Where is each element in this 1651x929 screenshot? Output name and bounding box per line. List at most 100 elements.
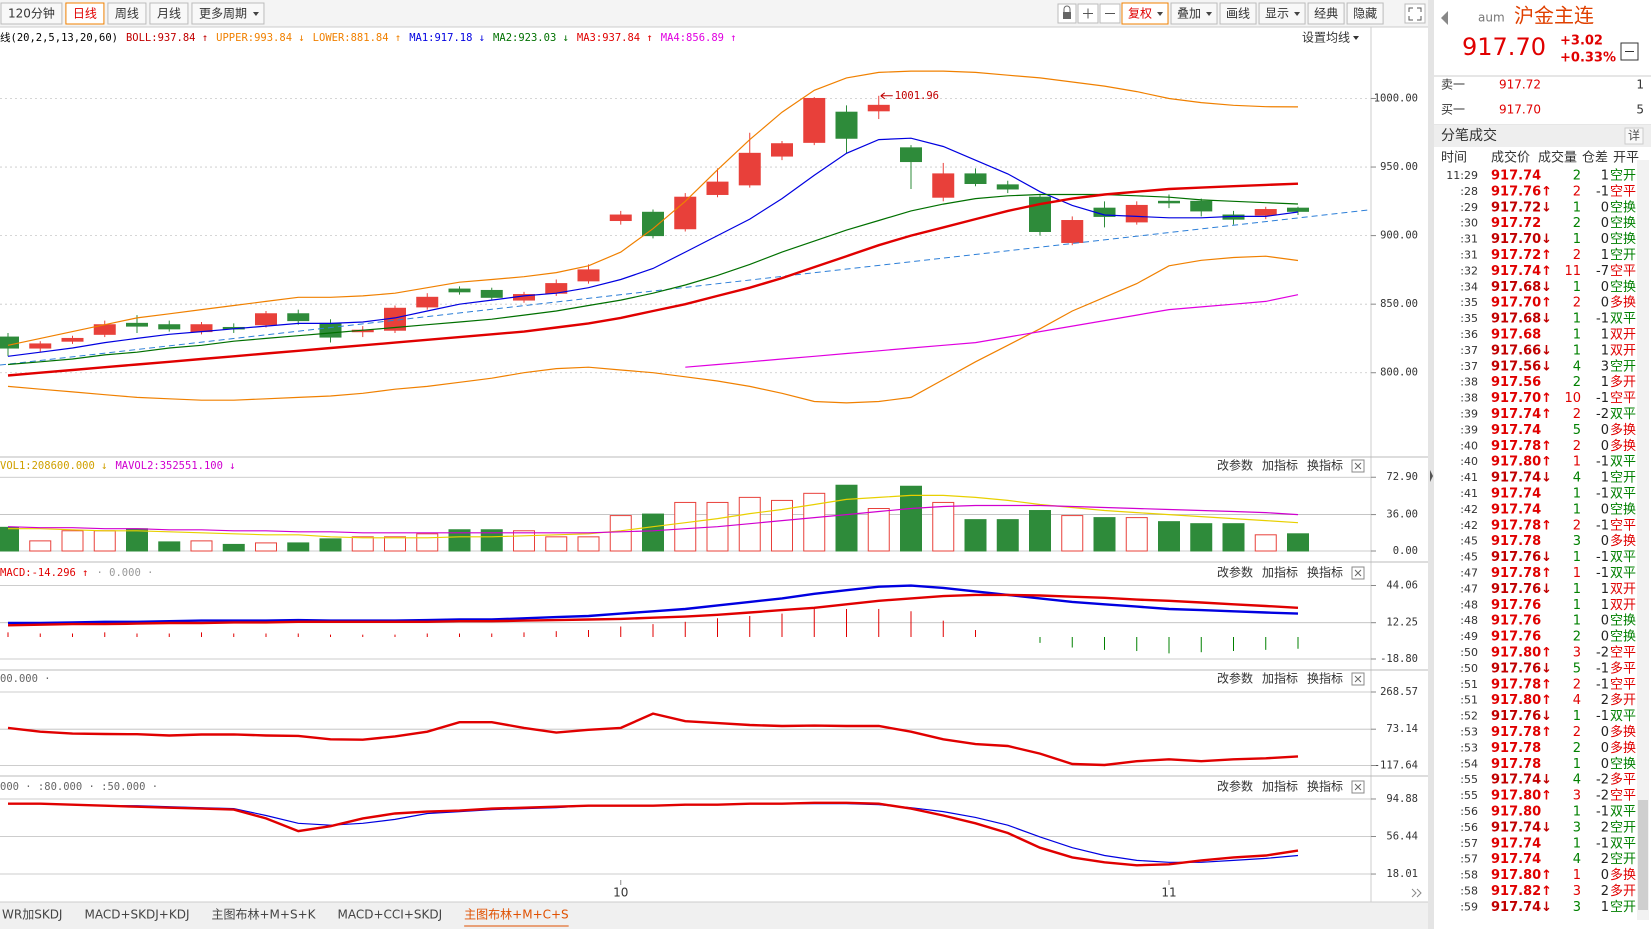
trade-price: 917.78↑ [1491,518,1552,533]
trade-oi: -1 [1596,836,1609,851]
trade-volume: 2 [1573,439,1581,454]
tool-button[interactable] [1307,2,1345,25]
layout-tab[interactable]: MACD+SKDJ+KDJ [84,908,189,922]
trade-type: 多换 [1610,533,1636,549]
trade-time: :29 [1460,201,1478,214]
layout-tab[interactable]: WR加SKDJ [2,908,62,922]
trade-oi: 0 [1601,439,1609,454]
trade-type: 空换 [1610,630,1636,645]
indicator-legend: 000 · :80.000 · :50.000 · [0,781,158,793]
trade-price: 917.68 [1491,328,1541,343]
trades-header: 仓差 [1582,151,1608,166]
tool-button[interactable] [1121,2,1169,25]
trade-oi: 0 [1601,280,1609,295]
trade-type: 空换 [1610,614,1636,629]
y-tick-label: 73.14 [1386,723,1418,735]
tool-label: 叠加 [1177,7,1201,21]
volume-bar [448,529,471,552]
detail-label[interactable]: 详 [1628,128,1640,143]
panel-button[interactable]: 换指标 [1307,671,1343,686]
scrollbar-thumb[interactable] [1638,800,1648,910]
candle-body [867,104,890,112]
layout-tab[interactable]: 主图布林+M+C+S [464,908,569,922]
panel-button[interactable]: 加指标 [1262,779,1298,794]
indicator-legend: MA4:856.89 ↑ [661,32,737,44]
panel-button[interactable]: 换指标 [1307,458,1343,473]
tool-button[interactable] [1258,2,1306,25]
trade-time: :41 [1460,487,1478,500]
y-tick-label: 94.88 [1386,793,1418,805]
panel-button[interactable]: 换指标 [1307,779,1343,794]
tool-button[interactable] [1219,2,1257,25]
trade-oi: 1 [1601,598,1609,613]
detail-button[interactable] [1624,127,1644,145]
trade-type: 双开 [1610,582,1636,597]
trade-volume: 1 [1573,836,1581,851]
trades-title-bar [1434,125,1651,147]
layout-tab[interactable]: MACD+CCI+SKDJ [338,908,443,922]
trade-price: 917.80↑ [1491,789,1552,804]
trade-type: 双平 [1610,566,1636,581]
trade-oi: 0 [1601,741,1609,756]
trade-type: 空平 [1610,391,1636,406]
period-button[interactable] [0,2,63,25]
trade-price: 917.78↑ [1491,439,1552,454]
trade-time: :35 [1460,296,1478,309]
candle-body [416,296,439,308]
tool-button[interactable] [1346,2,1384,25]
candle-body [287,313,310,322]
trade-oi: 0 [1601,868,1609,883]
y-tick-label: 268.57 [1380,686,1418,698]
book-side: 买一 [1441,103,1465,117]
trade-type: 多换 [1610,295,1636,311]
period-button[interactable] [149,2,189,25]
annotation-arrow [880,92,893,100]
scroll-right[interactable] [1411,888,1422,898]
panel-button[interactable]: 改参数 [1217,458,1253,473]
trade-price: 917.78 [1491,757,1541,772]
trade-time: :38 [1460,392,1478,405]
indicator-legend: BOLL:937.84 ↑ [126,32,208,44]
trade-price: 917.80↑ [1491,455,1552,470]
trade-volume: 2 [1573,169,1581,184]
indicator-legend: MA3:937.84 ↑ [577,32,653,44]
layout-tab[interactable]: 主图布林+M+S+K [211,908,316,922]
period-button[interactable] [191,2,265,25]
trade-time: :56 [1460,805,1478,818]
trade-type: 双开 [1610,598,1636,613]
trade-price: 917.72↓ [1491,200,1552,215]
trade-time: :52 [1460,710,1478,723]
fullscreen-icon [1408,7,1422,21]
set-ma[interactable]: 设置均线 [1302,31,1350,45]
trade-oi: -2 [1596,646,1609,661]
trade-price: 917.74 [1491,423,1541,438]
trade-oi: -1 [1596,391,1609,406]
period-button[interactable] [65,2,105,25]
fullscreen-button[interactable] [1404,3,1426,24]
panel-button[interactable]: 加指标 [1262,458,1298,473]
panel-button[interactable]: 加指标 [1262,565,1298,580]
candle-body [1254,209,1277,216]
trade-type: 双平 [1610,550,1636,565]
volume-bar [609,515,632,552]
volume-bar [1254,534,1277,552]
y-tick-label: 0.00 [1393,545,1418,557]
indicator-line [8,801,1299,867]
panel-button[interactable]: 改参数 [1217,671,1253,686]
panel-button[interactable]: 换指标 [1307,565,1343,580]
candle-body [1125,204,1148,223]
panel-button[interactable]: 改参数 [1217,779,1253,794]
panel-button[interactable]: 改参数 [1217,565,1253,580]
candle-body [577,269,600,282]
candle-body [932,173,955,198]
volume-bar [1222,523,1245,552]
prev-button[interactable] [1441,11,1448,25]
trade-time: :31 [1460,233,1478,246]
y-tick-label: 900.00 [1380,230,1418,242]
trade-price: 917.76↓ [1491,709,1552,724]
candle-body [0,336,19,349]
tool-button[interactable] [1170,2,1218,25]
period-button[interactable] [107,2,147,25]
trade-price: 917.76 [1491,614,1541,629]
panel-button[interactable]: 加指标 [1262,671,1298,686]
